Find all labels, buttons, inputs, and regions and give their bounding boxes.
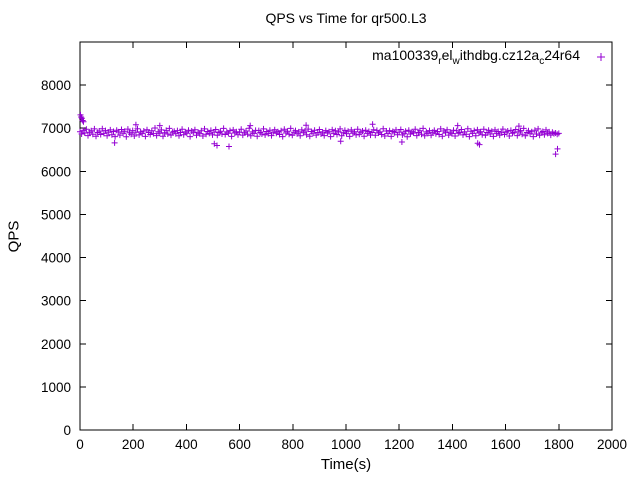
y-tick-label: 1000 [41,380,71,395]
legend-marker [597,53,605,61]
x-tick-label: 800 [282,437,305,452]
plot-border [79,41,613,431]
x-tick-label: 1400 [437,437,467,452]
legend-label-part: el [441,47,453,63]
x-tick-label: 1600 [491,437,521,452]
legend-label-part: 24r64 [544,47,580,63]
chart-title: QPS vs Time for qr500.L3 [265,10,427,26]
y-tick-label: 3000 [41,294,71,309]
y-tick-label: 7000 [41,121,71,136]
x-tick-label: 2000 [597,437,627,452]
x-tick-label: 600 [228,437,251,452]
legend-label-part: ithdbg.cz12a [459,47,540,63]
x-tick-label: 1000 [331,437,361,452]
x-tick-label: 0 [76,437,84,452]
data-points [77,111,562,158]
legend-label-subscript: w [452,56,460,67]
x-tick-label: 1800 [544,437,574,452]
legend-label-subscript: c [539,56,545,67]
y-tick-label: 2000 [41,337,71,352]
y-tick-label: 4000 [41,251,71,266]
legend-label: ma100339relwithdbg.cz12ac24r64 [372,47,580,67]
y-tick-label: 8000 [41,78,71,93]
x-tick-label: 400 [175,437,198,452]
x-axis-label: Time(s) [320,456,372,473]
x-tick-label: 200 [122,437,145,452]
legend-label-part: ma100339 [372,47,439,63]
x-axis-ticks [79,42,613,430]
y-axis-ticks [80,84,612,431]
y-tick-label: 0 [63,423,71,438]
y-tick-label: 5000 [41,207,71,222]
x-tick-label: 1200 [384,437,414,452]
y-tick-label: 6000 [41,164,71,179]
legend-label-subscript: r [438,56,442,67]
